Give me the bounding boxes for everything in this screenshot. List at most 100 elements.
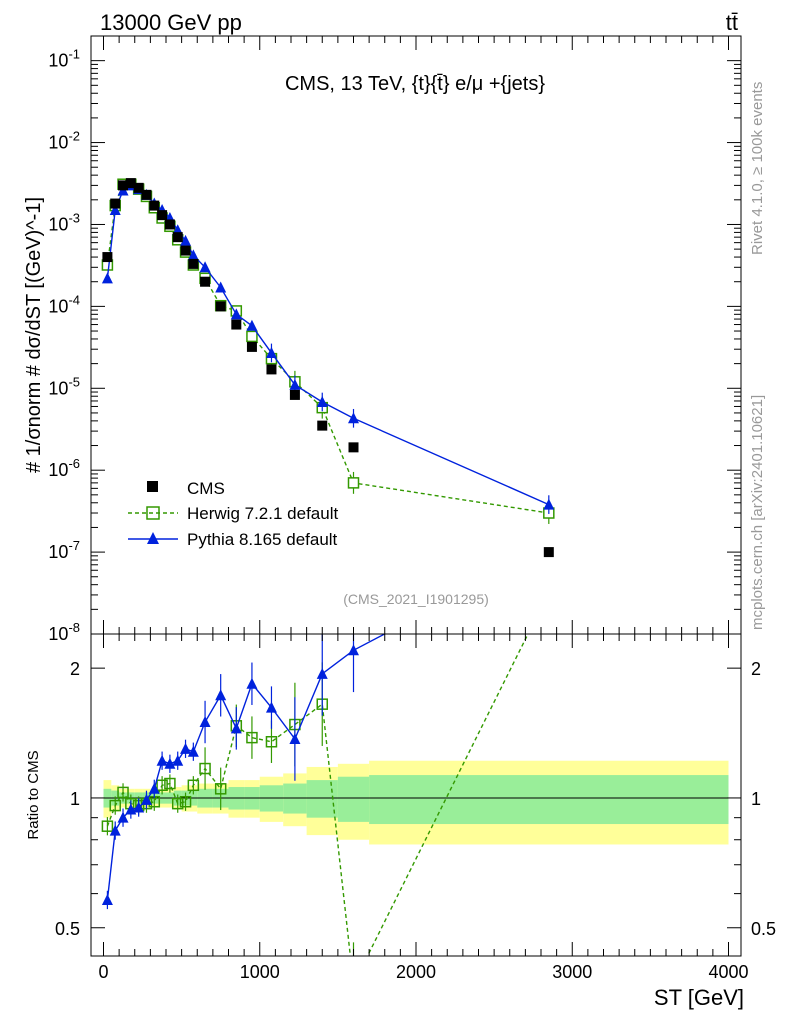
ratio-y-tick-label: 0.5 — [55, 919, 80, 939]
pythia-ratio-point — [316, 667, 328, 679]
pythia-ratio-point — [101, 893, 113, 905]
herwig-ratio-point — [246, 731, 258, 744]
pythia-point — [180, 234, 192, 246]
main-y-axis-label-text: # 1/σnorm # dσ/dST [(GeV)^-1] — [23, 197, 45, 473]
herwig-ratio-point — [109, 799, 121, 812]
main-y-tick-label: 10-7 — [48, 538, 80, 562]
herwig-ratio-point — [101, 820, 114, 832]
pythia-ratio-point — [215, 689, 227, 701]
main-y-tick-label: 10-8 — [48, 620, 80, 644]
cms-data-point — [172, 232, 183, 243]
cms-data-point — [215, 301, 226, 312]
legend-pythia-marker — [147, 532, 159, 544]
pythia-point — [109, 204, 121, 216]
main-y-tick-label: 10-6 — [48, 456, 80, 480]
cms-data-point — [246, 341, 257, 352]
herwig-ratio-point — [349, 979, 359, 989]
herwig-point — [347, 477, 360, 489]
main-panel-ticks — [91, 35, 741, 635]
pythia-point — [246, 319, 258, 331]
pythia-ratio-point — [148, 782, 160, 794]
herwig-ratio-point — [117, 786, 129, 799]
herwig-series — [101, 178, 555, 524]
pythia-ratio-point — [187, 745, 199, 757]
pythia-ratio-point — [156, 754, 168, 766]
ratio-y-tick-label-right: 2 — [751, 659, 761, 679]
pythia-point — [543, 498, 555, 510]
x-axis-label: ST [GeV] — [654, 985, 744, 1010]
main-y-axis-label: # 1/σnorm # dσ/dST [(GeV)^-1] — [23, 197, 45, 473]
cms-data-point — [289, 389, 300, 400]
cms-data-point — [200, 276, 211, 287]
pythia-point — [187, 249, 199, 261]
legend-herwig-marker — [146, 506, 160, 520]
legend: CMS Herwig 7.2.1 default Pythia 8.165 de… — [128, 479, 338, 549]
band-inner-bin — [283, 783, 307, 814]
x-tick-label: 0 — [98, 962, 108, 982]
cms-data-point — [102, 252, 113, 263]
ratio-y-tick-labels: 0.5 0.5 1 1 2 2 — [55, 659, 776, 939]
main-y-tick-label: 10-2 — [48, 129, 80, 153]
main-y-tick-label: 10-5 — [48, 374, 80, 398]
pythia-ratio-point — [117, 811, 129, 823]
analysis-watermark: (CMS_2021_I1901295) — [343, 591, 489, 607]
herwig-ratio-point — [156, 779, 168, 792]
pythia-point — [289, 378, 301, 390]
herwig-ratio-point — [179, 795, 192, 808]
cms-data-point — [266, 364, 277, 375]
main-y-tick-label: 10-4 — [48, 292, 80, 316]
process-label: tt̄ — [726, 10, 738, 35]
cms-data-point — [348, 442, 359, 453]
x-tick-label: 1000 — [240, 962, 280, 982]
herwig-ratio-point — [171, 797, 184, 810]
cms-data-point — [157, 210, 168, 221]
pythia-ratio-point — [348, 644, 359, 656]
pythia-ratio-point — [109, 824, 121, 836]
main-y-tick-label: 10-3 — [48, 210, 80, 234]
ratio-y-tick-label-right: 0.5 — [751, 919, 776, 939]
pythia-ratio-point — [140, 793, 152, 805]
cms-data-point — [543, 547, 554, 558]
mcplots-label: mcplots.cern.ch [arXiv:2401.10621] — [749, 395, 766, 630]
ratio-y-tick-label: 1 — [70, 789, 80, 809]
cms-data-point — [188, 258, 199, 269]
pythia-point — [316, 395, 328, 407]
cms-data-point — [231, 319, 242, 330]
pythia-ratio-series — [101, 634, 387, 910]
beam-label: 13000 GeV pp — [100, 10, 242, 35]
cms-data-point — [133, 182, 144, 193]
x-tick-label: 2000 — [396, 962, 436, 982]
herwig-ratio-point — [214, 783, 227, 795]
ratio-y-axis-label-text: Ratio to CMS — [25, 750, 42, 839]
x-tick-label: 4000 — [708, 962, 748, 982]
herwig-ratio-point — [544, 587, 554, 597]
pythia-ratio-point — [164, 757, 176, 769]
cms-data-point — [164, 219, 175, 230]
pythia-ratio-point — [199, 716, 211, 728]
legend-herwig-label: Herwig 7.2.1 default — [187, 504, 338, 523]
cms-data-point — [118, 180, 129, 191]
cms-data-series — [102, 178, 554, 558]
legend-cms-marker — [147, 481, 158, 492]
pythia-ratio-point — [172, 754, 184, 766]
cms-data-point — [317, 420, 328, 431]
band-inner-bin — [369, 775, 729, 825]
x-tick-label: 3000 — [552, 962, 592, 982]
pythia-point — [101, 272, 113, 284]
rivet-label: Rivet 4.1.0, ≥ 100k events — [749, 82, 766, 255]
pythia-ratio-point — [180, 742, 192, 754]
ratio-panel-ticks — [91, 634, 741, 956]
ratio-y-axis-label: Ratio to CMS — [25, 750, 42, 839]
pythia-ratio-point — [289, 732, 301, 744]
pythia-point — [230, 308, 242, 320]
pythia-ratio-point — [246, 677, 258, 689]
herwig-ratio-point — [199, 762, 211, 775]
ratio-y-tick-label-right: 1 — [751, 789, 761, 809]
pythia-ratio-point — [230, 722, 242, 734]
plot-title: CMS, 13 TeV, {t}{t̄} e/μ +{jets} — [285, 73, 545, 95]
cms-data-point — [180, 245, 191, 256]
mcplots-label-text: mcplots.cern.ch [arXiv:2401.10621] — [749, 395, 766, 630]
legend-cms-label: CMS — [187, 479, 225, 498]
main-panel: CMS, 13 TeV, {t}{t̄} e/μ +{jets} (CMS_20… — [23, 35, 742, 644]
